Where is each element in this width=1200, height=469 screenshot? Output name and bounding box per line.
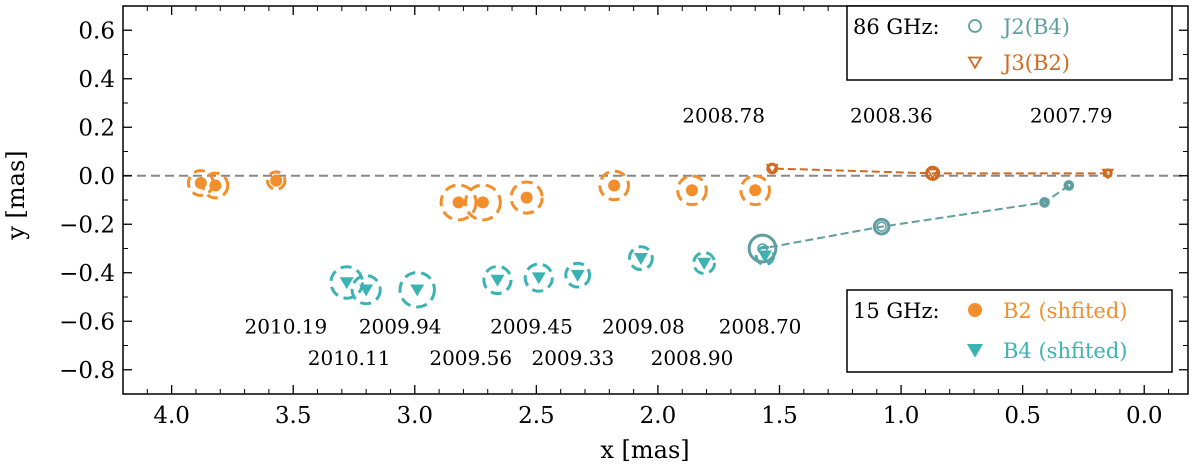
- b2-component-circle-3: [509, 180, 544, 215]
- legend-layer: 86 GHz: J2(B4) J3(B2) 15 GHz: B2 (shfited) B4…: [846, 5, 1173, 373]
- epoch-label-3: 2010.19: [245, 314, 328, 338]
- y-tick-label-6: −0.6: [59, 309, 115, 335]
- marks-layer: [186, 162, 1115, 309]
- x-tick-label-1: 3.5: [275, 403, 312, 429]
- b2-component-circle-4: [463, 183, 502, 222]
- j3-point-1: [926, 168, 940, 180]
- b2-point-8: [194, 177, 207, 190]
- b2-component-circle-0: [739, 174, 771, 207]
- y-tick-label-2: 0.2: [78, 115, 115, 141]
- b2-component-circle-1: [676, 174, 708, 207]
- legend-label-0-0: J2(B4): [1001, 15, 1070, 39]
- b4-component-circle-6: [398, 271, 436, 309]
- epoch-label-5: 2009.45: [490, 314, 573, 338]
- legend-box-1: [846, 289, 1173, 373]
- epoch-label-9: 2009.56: [429, 346, 512, 370]
- j2-point-0: [1063, 180, 1075, 191]
- b2-point-4: [476, 196, 489, 209]
- legend-title-1: 15 GHz:: [853, 299, 940, 323]
- annotation-layer: 2008.78 2008.36 2007.79 2010.19 2009.94 2009.…: [245, 103, 1113, 370]
- b2-point-7: [209, 179, 222, 192]
- legend-title-0: 86 GHz:: [853, 15, 940, 39]
- j2-component-circle-1: [1040, 198, 1049, 207]
- x-tick-label-3: 2.5: [518, 403, 555, 429]
- j2-trajectory-line: [762, 184, 1070, 250]
- y-tick-label-0: 0.6: [78, 18, 115, 44]
- b4-point-7: [359, 284, 374, 297]
- x-tick-label-0: 4.0: [153, 403, 190, 429]
- b4-component-circle-3: [564, 261, 592, 289]
- legend-marker-1-0: [968, 303, 982, 317]
- j2-component-circle-3: [747, 233, 778, 264]
- epoch-label-1: 2008.36: [850, 103, 933, 127]
- y-tick-label-5: −0.4: [59, 261, 115, 287]
- j2-point-3: [757, 243, 768, 254]
- b2-point-3: [520, 191, 533, 204]
- j3-trajectory-line: [772, 167, 1108, 175]
- legend-label-1-0: B2 (shfited): [1003, 299, 1127, 323]
- b2-component-circle-2: [598, 169, 630, 202]
- epoch-label-2: 2007.79: [1030, 103, 1113, 127]
- b2-point-2: [608, 179, 621, 192]
- y-tick-label-7: −0.8: [59, 358, 115, 384]
- b4-component-circle-4: [523, 262, 554, 293]
- b2-component-circle-6: [265, 170, 287, 191]
- b4-point-5: [490, 274, 505, 287]
- x-tick-label-4: 2.0: [640, 403, 677, 429]
- j2-point-2: [876, 221, 887, 232]
- epoch-label-11: 2008.90: [651, 346, 734, 370]
- b2-point-5: [452, 196, 465, 209]
- epoch-label-8: 2010.11: [308, 346, 391, 370]
- y-tick-label-3: 0.0: [78, 164, 115, 190]
- b4-point-4: [531, 272, 546, 285]
- b2-component-circle-5: [439, 183, 478, 222]
- b4-point-6: [410, 284, 425, 297]
- b4-point-8: [339, 277, 354, 290]
- j2-component-circle-2: [872, 217, 891, 236]
- b4-component-circle-7: [350, 274, 382, 306]
- x-tick-label-5: 1.5: [761, 403, 798, 429]
- y-axis-label: y [mas]: [2, 150, 30, 240]
- x-axis-label: x [mas]: [600, 436, 689, 464]
- b4-point-2: [633, 252, 648, 265]
- legend-marker-1-1: [967, 344, 983, 358]
- b4-component-circle-2: [628, 245, 654, 272]
- b4-component-circle-1: [692, 251, 717, 275]
- y-tick-label-4: −0.2: [59, 212, 115, 238]
- legend-label-0-1: J3(B2): [1001, 51, 1070, 75]
- b4-point-3: [570, 269, 585, 282]
- legend-marker-0-1: [967, 56, 983, 70]
- j2-component-circle-0: [1064, 181, 1074, 190]
- x-tick-label-6: 1.0: [883, 403, 920, 429]
- j3-point-2: [765, 163, 779, 175]
- epoch-label-6: 2009.08: [602, 314, 685, 338]
- j3-point-0: [1101, 168, 1115, 180]
- epoch-label-4: 2009.94: [359, 314, 442, 338]
- legend-box-0: [846, 5, 1173, 81]
- b2-point-0: [749, 184, 762, 197]
- j2-point-1: [1039, 197, 1050, 208]
- b4-component-circle-8: [329, 265, 364, 300]
- x-tick-label-7: 0.5: [1004, 403, 1041, 429]
- legend-marker-0-0: [968, 19, 982, 33]
- x-tick-label-2: 3.0: [396, 403, 433, 429]
- b4-point-1: [697, 257, 712, 270]
- epoch-label-0: 2008.78: [682, 103, 765, 127]
- legend-label-1-1: B4 (shfited): [1003, 339, 1127, 363]
- epoch-label-10: 2009.33: [531, 346, 614, 370]
- b2-point-6: [270, 174, 283, 187]
- b2-point-1: [685, 184, 698, 197]
- y-tick-label-1: 0.4: [78, 67, 115, 93]
- epoch-label-7: 2008.70: [719, 314, 802, 338]
- x-tick-label-8: 0.0: [1126, 403, 1163, 429]
- b4-component-circle-5: [482, 264, 513, 296]
